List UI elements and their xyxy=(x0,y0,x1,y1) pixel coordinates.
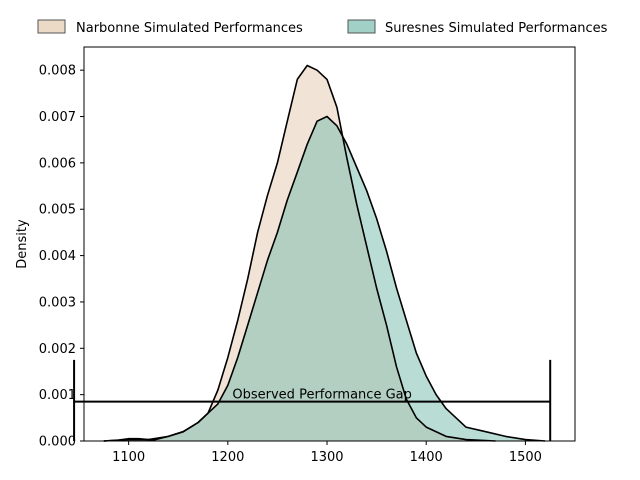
y-axis-label: Density xyxy=(15,219,30,269)
legend: Narbonne Simulated Performances Suresnes… xyxy=(37,19,608,36)
y-tick-label-0: 0.000 xyxy=(39,435,76,450)
x-tick-label-0: 1100 xyxy=(112,450,145,465)
x-tick-label-1: 1200 xyxy=(211,450,244,465)
y-axis: 0.000 0.001 0.002 0.003 0.004 0.005 0.006 0.007… xyxy=(39,64,84,450)
series-line-1 xyxy=(103,115,546,442)
gap-label: Observed Performance Gap xyxy=(232,388,411,403)
series-area-1 xyxy=(103,116,546,441)
x-tick-label-2: 1300 xyxy=(310,450,343,465)
legend-swatch-narbonne xyxy=(37,19,66,34)
y-tick-label-5: 0.005 xyxy=(39,203,76,218)
y-tick-label-7: 0.007 xyxy=(39,110,76,125)
y-tick-label-2: 0.002 xyxy=(39,342,76,357)
x-axis: 1100 1200 1300 1400 1500 xyxy=(112,441,542,465)
series-layer xyxy=(103,64,546,442)
y-tick-label-8: 0.008 xyxy=(39,64,76,79)
y-tick-label-6: 0.006 xyxy=(39,156,76,171)
plot-frame xyxy=(83,46,576,442)
legend-label-suresnes: Suresnes Simulated Performances xyxy=(385,21,608,36)
legend-label-narbonne: Narbonne Simulated Performances xyxy=(76,21,303,36)
legend-swatch-suresnes xyxy=(347,19,376,34)
y-tick-label-3: 0.003 xyxy=(39,295,76,310)
y-tick-label-1: 0.001 xyxy=(39,388,76,403)
x-tick-label-3: 1400 xyxy=(410,450,443,465)
y-tick-label-4: 0.004 xyxy=(39,249,76,264)
annotation-layer: Observed Performance Gap xyxy=(73,359,552,441)
x-tick-label-4: 1500 xyxy=(509,450,542,465)
